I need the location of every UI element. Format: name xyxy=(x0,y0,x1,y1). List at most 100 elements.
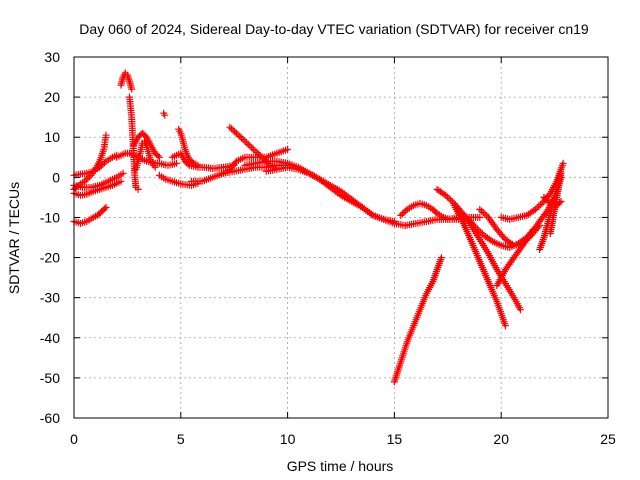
data-point xyxy=(255,150,263,158)
data-point xyxy=(256,152,264,160)
data-point xyxy=(239,136,247,144)
series-trace-22 xyxy=(401,213,484,229)
data-point xyxy=(472,224,480,231)
y-tick-label: -60 xyxy=(40,410,60,426)
data-point xyxy=(102,203,110,211)
data-point xyxy=(470,222,478,230)
x-tick-label: 20 xyxy=(493,431,509,447)
data-point xyxy=(84,174,92,182)
data-point xyxy=(82,176,90,184)
data-point xyxy=(533,204,541,212)
data-point xyxy=(284,145,292,153)
data-point xyxy=(398,210,406,218)
x-tick-label: 10 xyxy=(280,431,296,447)
series-trace-3 xyxy=(70,203,110,227)
series-trace-11 xyxy=(160,109,169,119)
series-trace-12 xyxy=(155,171,202,189)
x-tick-labels: 0 5 10 15 20 25 xyxy=(70,431,616,447)
data-point xyxy=(128,85,136,93)
series-trace-10 xyxy=(132,137,159,173)
data-point xyxy=(249,145,257,153)
data-point xyxy=(537,201,544,209)
x-tick-label: 25 xyxy=(600,431,616,447)
data-point xyxy=(246,142,254,150)
y-tick-label: 30 xyxy=(44,49,60,65)
series-trace-6 xyxy=(113,149,180,169)
data-point xyxy=(556,199,564,207)
data-point xyxy=(194,161,202,169)
y-tick-label: 0 xyxy=(52,169,60,185)
series-trace-23 xyxy=(433,185,524,314)
data-point xyxy=(442,191,450,199)
data-point xyxy=(261,157,269,164)
data-point xyxy=(476,213,484,221)
series-trace-15 xyxy=(188,161,292,185)
data-point xyxy=(502,322,509,330)
data-point xyxy=(535,202,543,210)
data-point xyxy=(251,147,259,155)
y-tick-label: -30 xyxy=(40,290,60,306)
plot-frame xyxy=(73,56,609,419)
chart-title: Day 060 of 2024, Sidereal Day-to-day VTE… xyxy=(79,21,589,37)
data-point xyxy=(134,185,142,193)
series-trace-30 xyxy=(540,193,565,209)
data-point xyxy=(99,160,107,168)
data-point xyxy=(479,209,487,217)
data-point xyxy=(508,240,516,248)
data-point xyxy=(161,111,169,119)
data-point xyxy=(236,132,244,140)
data-point xyxy=(244,140,252,148)
data-point xyxy=(248,144,256,152)
data-point xyxy=(432,208,440,216)
y-tick-label: -10 xyxy=(40,209,60,225)
series-trace-14 xyxy=(175,125,202,169)
data-series xyxy=(70,69,567,386)
data-point xyxy=(155,153,163,161)
series-trace-8 xyxy=(126,93,142,193)
data-point xyxy=(154,152,162,160)
data-point xyxy=(238,134,245,142)
data-point xyxy=(101,205,109,213)
series-trace-5 xyxy=(70,169,127,191)
data-point xyxy=(545,191,553,199)
data-point xyxy=(229,126,237,134)
data-point xyxy=(151,163,159,171)
data-point xyxy=(449,198,456,206)
data-point xyxy=(231,128,239,136)
data-point xyxy=(531,205,539,213)
data-point xyxy=(481,210,489,218)
series-trace-7 xyxy=(117,69,136,93)
data-point xyxy=(475,227,483,235)
series-trace-9 xyxy=(130,129,163,161)
series-trace-31 xyxy=(546,169,565,237)
data-point xyxy=(81,177,89,185)
series-trace-24 xyxy=(450,201,509,330)
data-point xyxy=(228,125,235,133)
x-axis-label: GPS time / hours xyxy=(287,458,394,474)
data-point xyxy=(173,159,180,167)
y-tick-labels: 30 20 10 0 -10 -20 -30 -40 -50 -60 xyxy=(40,49,60,426)
data-point xyxy=(86,173,93,181)
y-tick-label: -40 xyxy=(40,330,60,346)
data-point xyxy=(243,139,251,147)
y-tick-label: 10 xyxy=(44,129,60,145)
data-point xyxy=(117,177,125,185)
series-trace-20 xyxy=(390,254,445,386)
data-point xyxy=(447,196,455,204)
data-point xyxy=(397,211,405,219)
data-point xyxy=(367,210,375,218)
y-tick-label: -20 xyxy=(40,250,60,266)
data-point xyxy=(437,254,445,262)
data-point xyxy=(557,169,565,177)
x-tick-label: 5 xyxy=(177,431,185,447)
data-point xyxy=(473,225,481,233)
data-point xyxy=(188,158,196,166)
data-point xyxy=(402,207,410,215)
axis-ticks xyxy=(73,56,609,419)
data-point xyxy=(400,208,408,216)
data-point xyxy=(477,228,485,236)
data-point xyxy=(226,123,234,131)
x-tick-label: 15 xyxy=(387,431,403,447)
y-tick-label: -50 xyxy=(40,370,60,386)
